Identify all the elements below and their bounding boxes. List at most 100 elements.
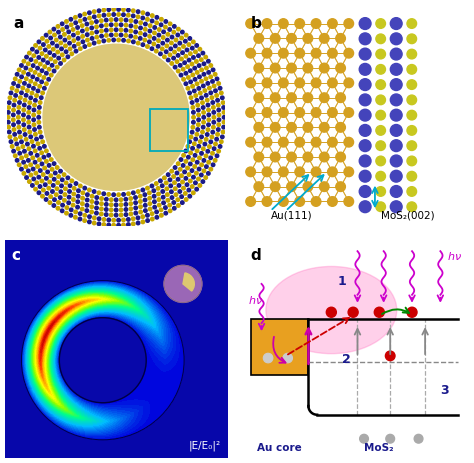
Circle shape — [117, 224, 120, 227]
Circle shape — [200, 59, 203, 63]
Circle shape — [246, 138, 255, 148]
Circle shape — [95, 31, 99, 35]
Circle shape — [70, 53, 73, 56]
Circle shape — [63, 39, 67, 43]
Circle shape — [129, 197, 132, 201]
Circle shape — [18, 136, 22, 139]
Circle shape — [311, 20, 321, 29]
Circle shape — [200, 136, 203, 139]
Circle shape — [38, 147, 41, 151]
Circle shape — [155, 182, 158, 186]
Circle shape — [359, 95, 371, 106]
Circle shape — [127, 193, 130, 196]
Circle shape — [134, 212, 137, 215]
Circle shape — [197, 88, 201, 91]
Circle shape — [81, 36, 84, 39]
Circle shape — [328, 20, 337, 29]
Circle shape — [177, 184, 181, 188]
Circle shape — [22, 124, 26, 127]
Circle shape — [195, 83, 199, 87]
Circle shape — [202, 121, 205, 125]
Circle shape — [124, 203, 128, 206]
Circle shape — [201, 52, 205, 56]
Circle shape — [164, 26, 167, 30]
Circle shape — [202, 73, 206, 77]
Circle shape — [246, 20, 255, 29]
Circle shape — [212, 106, 215, 110]
Circle shape — [270, 94, 280, 103]
Circle shape — [38, 159, 41, 162]
Circle shape — [12, 82, 15, 86]
Circle shape — [295, 197, 304, 207]
Circle shape — [88, 189, 91, 192]
Circle shape — [390, 186, 402, 198]
Circle shape — [173, 166, 177, 170]
Circle shape — [344, 138, 354, 148]
Circle shape — [45, 56, 48, 59]
Circle shape — [195, 172, 198, 175]
Circle shape — [51, 42, 54, 46]
Circle shape — [88, 221, 91, 224]
Circle shape — [117, 9, 120, 12]
Circle shape — [95, 212, 98, 215]
Circle shape — [27, 126, 31, 130]
Circle shape — [105, 30, 108, 33]
Circle shape — [344, 197, 354, 207]
Circle shape — [194, 51, 197, 55]
Circle shape — [105, 203, 108, 206]
Circle shape — [72, 193, 75, 196]
Circle shape — [136, 16, 140, 19]
Circle shape — [10, 145, 14, 149]
Circle shape — [183, 62, 186, 65]
Circle shape — [40, 81, 44, 84]
Circle shape — [42, 189, 45, 193]
Circle shape — [161, 42, 164, 46]
Circle shape — [328, 108, 337, 118]
Circle shape — [90, 38, 94, 41]
Circle shape — [254, 153, 264, 163]
Circle shape — [202, 116, 205, 120]
Circle shape — [67, 31, 71, 35]
Circle shape — [270, 35, 280, 44]
Circle shape — [173, 181, 176, 185]
Circle shape — [207, 161, 210, 165]
Circle shape — [262, 79, 272, 88]
Circle shape — [172, 201, 175, 205]
Circle shape — [146, 19, 149, 22]
Circle shape — [390, 201, 402, 213]
Circle shape — [270, 123, 280, 133]
Circle shape — [22, 109, 26, 113]
Circle shape — [326, 307, 337, 318]
Circle shape — [217, 114, 221, 117]
Circle shape — [311, 108, 321, 118]
Circle shape — [376, 20, 385, 29]
Circle shape — [64, 45, 67, 49]
Circle shape — [170, 170, 173, 174]
Circle shape — [49, 58, 53, 62]
Circle shape — [153, 38, 156, 41]
Circle shape — [270, 182, 280, 192]
Circle shape — [328, 138, 337, 148]
Circle shape — [88, 17, 91, 21]
Circle shape — [191, 56, 195, 60]
Circle shape — [102, 14, 106, 18]
Circle shape — [191, 101, 194, 105]
Circle shape — [112, 9, 115, 12]
Circle shape — [15, 74, 19, 77]
Circle shape — [205, 165, 208, 169]
Circle shape — [119, 209, 123, 212]
Circle shape — [164, 266, 202, 303]
Circle shape — [40, 180, 44, 183]
Circle shape — [122, 39, 125, 43]
Circle shape — [184, 150, 188, 153]
Circle shape — [32, 109, 36, 113]
Circle shape — [17, 112, 20, 115]
Circle shape — [270, 153, 280, 163]
Circle shape — [303, 94, 313, 103]
Circle shape — [287, 64, 296, 74]
Circle shape — [216, 133, 219, 137]
Circle shape — [97, 15, 101, 19]
Circle shape — [287, 94, 296, 103]
Circle shape — [68, 185, 72, 188]
Circle shape — [14, 138, 18, 142]
